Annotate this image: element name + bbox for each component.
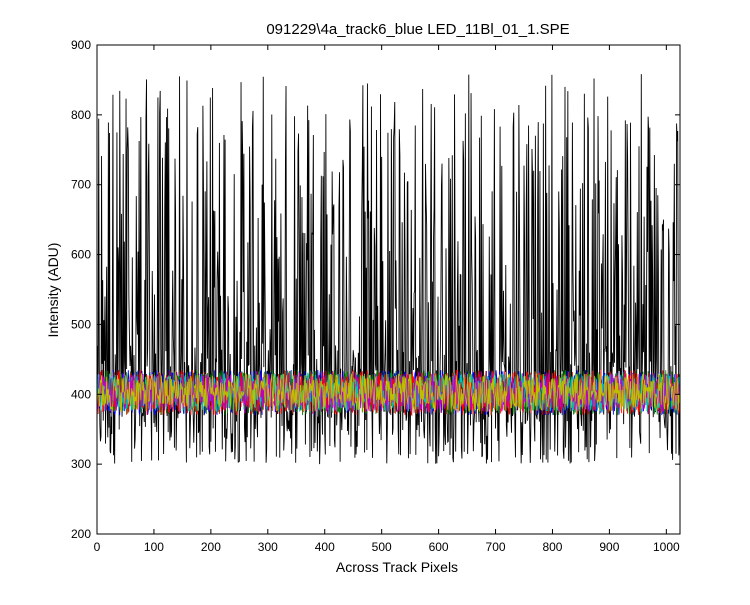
series-layer xyxy=(96,74,681,465)
y-ticks: 200 300 400 500 600 700 800 900 xyxy=(71,38,680,541)
x-tick-label: 300 xyxy=(258,540,278,554)
series-line xyxy=(96,372,681,413)
x-tick-label: 800 xyxy=(542,540,562,554)
y-axis-label: Intensity (ADU) xyxy=(45,243,61,338)
y-tick-label: 200 xyxy=(71,527,91,541)
x-tick-label: 700 xyxy=(486,540,506,554)
x-tick-label: 0 xyxy=(94,540,101,554)
y-tick-label: 600 xyxy=(71,248,91,262)
x-ticks: 0 100 200 300 400 500 600 700 800 900 1000 xyxy=(94,45,680,554)
x-tick-label: 1000 xyxy=(653,540,680,554)
x-tick-label: 200 xyxy=(201,540,221,554)
chart-title: 091229\4a_track6_blue LED_11Bl_01_1.SPE xyxy=(266,21,569,38)
x-tick-label: 900 xyxy=(599,540,619,554)
x-tick-label: 500 xyxy=(372,540,392,554)
plot-area-frame xyxy=(96,44,681,535)
y-tick-label: 700 xyxy=(71,178,91,192)
y-tick-label: 400 xyxy=(71,387,91,401)
x-tick-label: 400 xyxy=(315,540,335,554)
y-tick-label: 300 xyxy=(71,457,91,471)
y-tick-label: 900 xyxy=(71,38,91,52)
y-tick-label: 500 xyxy=(71,317,91,331)
y-tick-label: 800 xyxy=(71,108,91,122)
series-line xyxy=(96,74,681,465)
x-tick-label: 100 xyxy=(144,540,164,554)
x-tick-label: 600 xyxy=(429,540,449,554)
x-axis-label: Across Track Pixels xyxy=(336,559,458,575)
